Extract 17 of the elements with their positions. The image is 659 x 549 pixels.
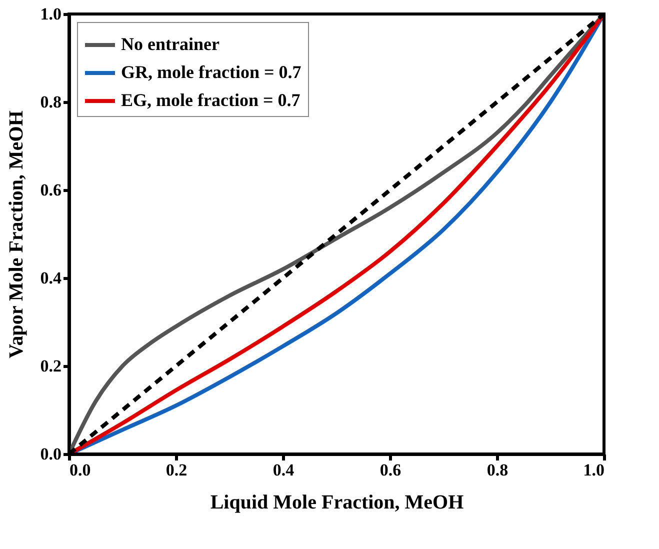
x-tick-label: 0.8 xyxy=(486,460,508,480)
legend-label: EG, mole fraction = 0.7 xyxy=(121,90,300,110)
x-axis-title: Liquid Mole Fraction, MeOH xyxy=(210,492,464,514)
x-tick-label: 0.6 xyxy=(380,460,402,480)
x-tick-label: 0.2 xyxy=(166,460,188,480)
x-tick-label: 1.0 xyxy=(583,460,604,480)
y-tick-label: 0.6 xyxy=(40,180,62,200)
y-tick-label: 0.4 xyxy=(40,268,62,288)
x-tick-label: 0.4 xyxy=(272,460,295,480)
legend-label: GR, mole fraction = 0.7 xyxy=(121,62,302,82)
legend-label: No entrainer xyxy=(121,34,220,54)
y-tick-label: 0.8 xyxy=(40,92,62,112)
x-tick-label: 0.0 xyxy=(70,460,91,480)
y-tick-label: 0.2 xyxy=(40,356,62,376)
y-tick-label: 1.0 xyxy=(40,4,62,24)
y-tick-label: 0.0 xyxy=(40,444,62,464)
y-axis-title: Vapor Mole Fraction, MeOH xyxy=(5,110,28,358)
